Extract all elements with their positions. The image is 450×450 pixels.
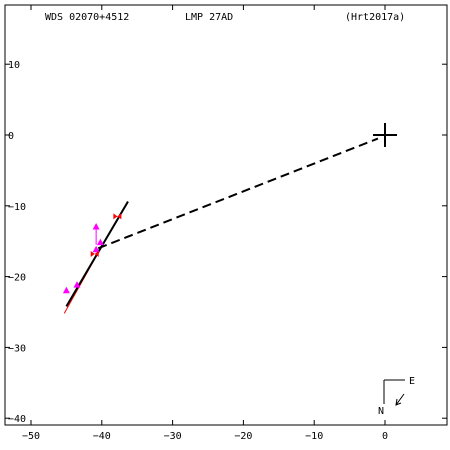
x-tick-label: −20 (234, 431, 252, 442)
axis-ticks (5, 5, 447, 425)
y-tick-label: −40 (8, 414, 26, 425)
east-label: E (409, 376, 415, 387)
y-tick-label: −30 (8, 343, 26, 354)
x-tick-label: −10 (305, 431, 323, 442)
code-label: LMP 27AD (185, 12, 233, 23)
y-tick-label: 0 (8, 131, 14, 142)
motion-arrow-head (395, 398, 402, 406)
orientation-indicator: N E (378, 376, 415, 417)
magenta-point (62, 286, 70, 294)
red-point (90, 250, 99, 257)
magenta-point (96, 238, 104, 246)
motion-arrow (395, 393, 405, 406)
axis-tick-labels: −50 −40 −30 −20 −10 0 10 0 −10 −20 −30 −40 (8, 60, 388, 442)
x-tick-label: −50 (22, 431, 40, 442)
magenta-point (73, 281, 81, 288)
y-tick-label: −20 (8, 273, 26, 284)
red-point (113, 213, 122, 220)
periastron-connector (97, 137, 379, 250)
object-label: WDS 02070+4512 (45, 12, 129, 23)
plot-frame (4, 4, 448, 426)
y-tick-label: −10 (8, 202, 26, 213)
north-label: N (378, 406, 384, 417)
y-tick-label: 10 (8, 60, 20, 71)
x-tick-label: −30 (164, 431, 182, 442)
x-tick-label: 0 (382, 431, 388, 442)
magenta-point (92, 223, 100, 230)
x-tick-label: −40 (93, 431, 111, 442)
chart-marks (62, 123, 397, 314)
reference-label: (Hrt2017a) (345, 12, 405, 23)
magenta-point (92, 245, 100, 253)
